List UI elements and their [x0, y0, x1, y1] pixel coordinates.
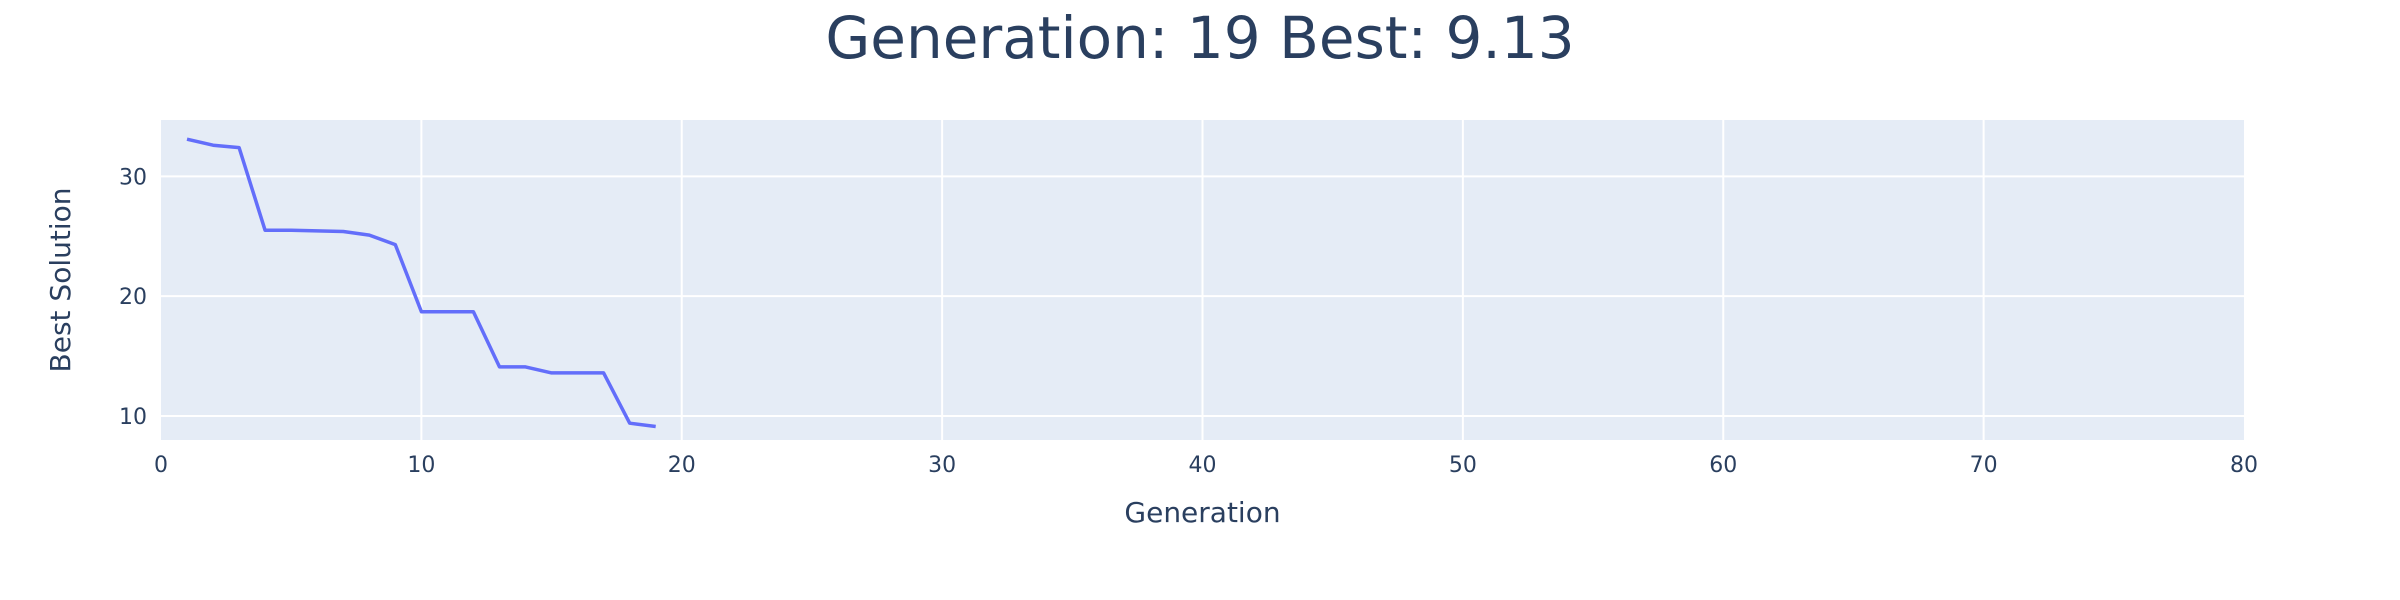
- y-tick-label: 30: [119, 165, 147, 190]
- x-tick-label: 70: [1970, 453, 1998, 478]
- x-axis-title: Generation: [1124, 496, 1280, 529]
- x-tick-label: 20: [668, 453, 696, 478]
- tick-labels: 0 10 20 30 40 50 60 70 80 10 20 30: [119, 165, 2258, 478]
- x-tick-label: 80: [2230, 453, 2258, 478]
- chart-title: Generation: 19 Best: 9.13: [825, 4, 1574, 72]
- x-tick-label: 60: [1709, 453, 1737, 478]
- x-tick-label: 30: [928, 453, 956, 478]
- y-tick-label: 10: [119, 405, 147, 430]
- x-tick-label: 10: [407, 453, 435, 478]
- x-tick-label: 0: [154, 453, 168, 478]
- y-tick-label: 20: [119, 285, 147, 310]
- x-tick-label: 50: [1449, 453, 1477, 478]
- series-layer: [186, 137, 656, 429]
- grid-lines: [161, 120, 2244, 440]
- x-tick-label: 40: [1189, 453, 1217, 478]
- y-axis-title: Best Solution: [44, 188, 77, 373]
